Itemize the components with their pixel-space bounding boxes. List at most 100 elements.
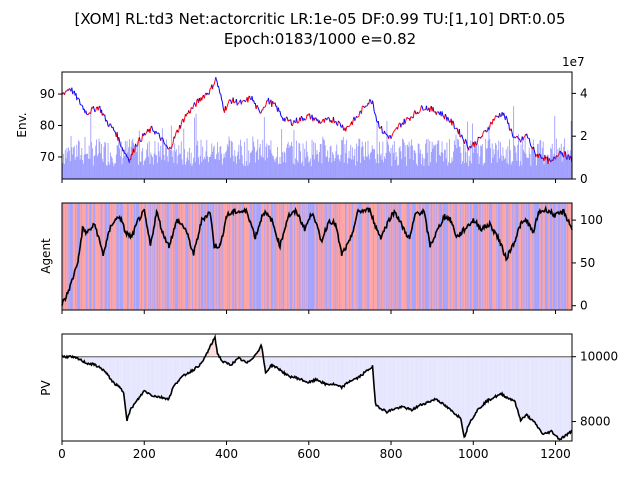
env-price-segment [175,131,177,135]
env-price-segment [71,87,74,95]
pv-fill-segment [558,356,559,439]
agent-background-stripe [94,203,96,310]
env-price-segment [295,117,298,123]
env-price-segment [177,130,180,133]
agent-background-stripe [493,203,495,310]
agent-background-stripe [516,203,518,310]
agent-background-stripe [68,203,70,310]
env-price-segment [471,143,473,147]
pv-fill-segment [393,356,395,410]
agent-background-stripe [551,203,553,310]
pv-fill-segment [449,356,451,410]
agent-background-stripe [391,203,393,310]
agent-background-stripe [567,203,570,310]
agent-background-stripe [173,203,175,310]
env-price-segment [235,99,238,106]
agent-background-stripe [553,203,556,310]
agent-background-stripe [197,203,199,310]
agent-background-stripe [302,203,304,310]
agent-background-stripe [383,203,385,310]
env-price-segment [215,79,218,82]
env-price-segment [533,149,536,154]
pv-panel: 8000 10000 PV [39,333,618,442]
agent-background-stripe [288,203,290,310]
env-price-segment [429,107,432,113]
agent-background-stripe [492,203,494,310]
agent-background-stripe [110,203,112,310]
pv-fill-segment [103,356,104,371]
pv-fill-segment [320,356,322,383]
pv-fill-segment [523,356,525,418]
agent-right-tick-label: 50 [580,256,595,270]
agent-background-stripe [127,203,129,310]
env-price-segment [390,136,393,139]
pv-fill-segment [358,356,359,377]
pv-fill-segment [267,356,269,371]
agent-background-stripe [246,203,248,310]
env-price-segment [220,93,223,100]
pv-fill-segment [360,356,362,376]
pv-fill-segment [422,356,424,406]
agent-background-stripe [568,203,570,310]
agent-background-stripe [168,203,170,310]
env-price-segment [78,98,81,105]
env-price-segment [222,108,225,112]
agent-background-stripe [116,203,118,310]
env-price-segment [538,153,541,155]
env-ylabel: Env. [15,112,29,137]
pv-fill-segment [392,356,394,411]
pv-fill-segment [484,356,486,405]
pv-fill-segment [369,356,371,370]
pv-fill-segment [227,356,229,364]
pv-fill-segment [386,356,387,413]
agent-background-stripe [121,203,123,310]
agent-background-stripe [373,203,375,310]
env-price-segment [238,101,241,104]
env-price-segment [104,114,107,122]
agent-background-stripe [465,203,467,310]
env-price-segment [158,133,161,138]
pv-fill-segment [509,356,511,399]
x-tick-label: 0 [58,447,66,461]
agent-background-stripe [217,203,219,310]
pv-fill-segment [300,356,302,380]
pv-fill-segment [89,356,90,365]
pv-fill-segment [490,356,492,401]
agent-background-stripe [294,203,296,310]
pv-fill-segment [349,356,351,382]
env-price-segment [404,120,407,125]
agent-background-stripe [82,203,84,310]
agent-background-stripes [62,203,573,310]
agent-background-stripe [536,203,538,310]
agent-background-stripe [482,203,484,310]
pv-fill-segment [565,356,567,435]
env-price-segment [372,100,374,105]
env-price-segment [405,117,408,121]
agent-background-stripe [105,203,107,310]
agent-background-stripe [363,203,365,310]
agent-background-stripe [303,203,305,310]
pv-fill-segment [155,356,157,398]
pv-fill-segment [115,356,117,386]
agent-background-stripe [140,203,143,310]
pv-fill-segment [375,356,377,406]
agent-background-stripe [177,203,180,310]
pv-fill-segment [288,356,290,377]
env-price-segment [172,136,175,144]
agent-background-stripe [540,203,542,310]
agent-background-stripe [376,203,378,310]
pv-fill-segment [396,356,398,408]
pv-fill-segment [479,356,481,409]
agent-background-stripe [270,203,272,310]
pv-fill-segment [433,356,435,401]
agent-background-stripe [267,203,269,310]
agent-background-stripe [500,203,502,310]
env-price-segment [491,118,494,125]
agent-background-stripe [131,203,134,310]
pv-fill-segment [115,356,116,386]
agent-background-stripe [525,203,528,310]
agent-background-stripe [62,203,64,310]
agent-background-stripe [196,203,198,310]
env-price-segment [155,130,158,134]
pv-fill-segment [533,356,535,422]
